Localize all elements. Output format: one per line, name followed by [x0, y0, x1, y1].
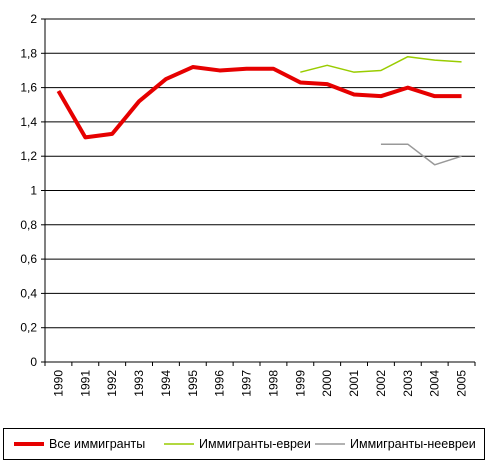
x-tick-label: 2003	[401, 370, 415, 397]
plot-area	[56, 55, 462, 166]
legend: Все иммигранты Иммигранты-евреи Иммигранты…	[3, 428, 485, 460]
legend-label: Все иммигранты	[49, 437, 145, 451]
legend-box	[3, 428, 485, 460]
y-tick-label: 0,4	[20, 286, 37, 300]
x-tick-label: 1993	[132, 370, 146, 397]
y-tick-label: 1,8	[20, 46, 37, 60]
x-tick-label: 2005	[455, 370, 469, 397]
series-line-3	[380, 143, 462, 166]
x-tick-label: 1992	[105, 370, 119, 397]
x-tick-label: 1995	[186, 370, 200, 397]
x-tick-label: 2002	[374, 370, 388, 397]
x-tick-label: 2004	[428, 370, 442, 397]
y-tick-label: 1	[30, 184, 37, 198]
series-line-1	[56, 65, 462, 140]
x-tick-label: 1998	[266, 370, 280, 397]
x-tick-label: 1990	[51, 370, 65, 397]
y-tick-label: 0,8	[20, 218, 37, 232]
legend-label: Иммигранты-неевреи	[350, 437, 476, 451]
y-tick-label: 0,6	[20, 252, 37, 266]
y-tick-label: 0,2	[20, 321, 37, 335]
y-tick-label: 1,6	[20, 81, 37, 95]
y-tick-label: 0	[30, 355, 37, 369]
x-tick-label: 1997	[240, 370, 254, 397]
gridlines	[45, 18, 475, 329]
x-tick-label: 2001	[347, 370, 361, 397]
x-tick-label: 1996	[213, 370, 227, 397]
x-tick-label: 1994	[159, 370, 173, 397]
x-tick-label: 1999	[293, 370, 307, 397]
axes: 0 0,2 0,4 0,6 0,8 1 1,2 1,4 1,6 1,8 2 1990 1991 1992 1…	[20, 12, 476, 397]
y-tick-label: 1,4	[20, 115, 37, 129]
legend-label: Иммигранты-евреи	[199, 437, 311, 451]
series-line-2	[300, 55, 462, 73]
y-tick-label: 2	[30, 12, 37, 26]
y-tick-label: 1,2	[20, 149, 37, 163]
x-tick-label: 2000	[320, 370, 334, 397]
x-tick-label: 1991	[78, 370, 92, 397]
